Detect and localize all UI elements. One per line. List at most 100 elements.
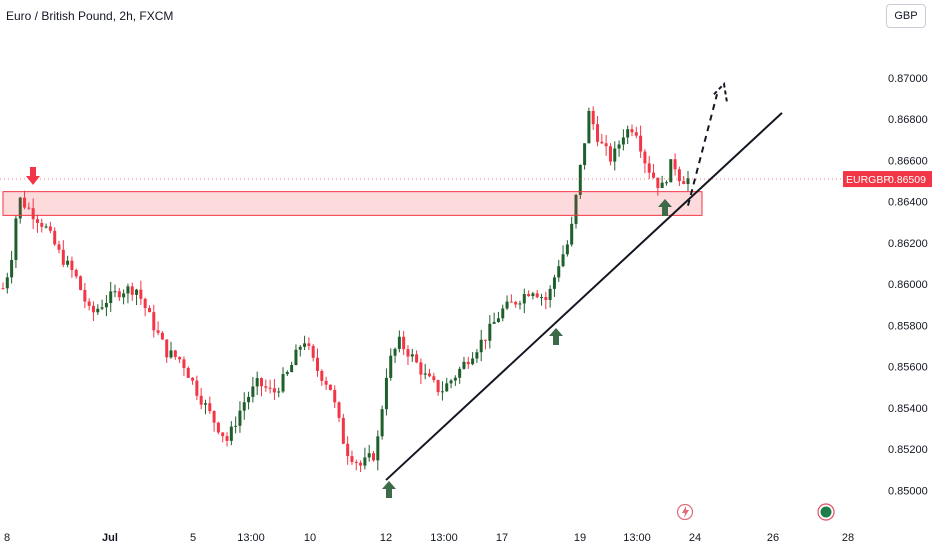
candle-body: [74, 269, 78, 277]
candle-body: [376, 436, 380, 461]
candle-body: [415, 354, 419, 363]
candle-body: [1, 288, 5, 290]
candle-body: [363, 457, 367, 466]
x-tick-label: 26: [767, 532, 779, 544]
candle-body: [320, 370, 324, 381]
candle-body: [61, 249, 65, 265]
candle-body: [122, 293, 126, 298]
y-tick-label: 0.86800: [888, 114, 928, 126]
x-tick-label: 19: [574, 532, 586, 544]
candle-body: [152, 312, 156, 331]
projection-arrowhead: [713, 81, 728, 103]
candle-body: [87, 301, 91, 306]
candle-body: [307, 343, 311, 346]
candle-body: [290, 365, 294, 373]
candle-body: [587, 110, 591, 144]
candle-body: [656, 177, 660, 188]
candle-body: [440, 391, 444, 393]
candle-body: [259, 378, 263, 387]
candle-body: [354, 461, 358, 463]
candle-body: [104, 302, 108, 308]
candle-body: [423, 373, 427, 375]
candle-body: [333, 389, 337, 403]
candle-body: [509, 301, 513, 303]
candle-body: [652, 172, 656, 178]
up-arrow-marker: [382, 481, 396, 498]
candle-body: [27, 207, 31, 209]
candle-body: [169, 350, 173, 358]
resistance-zone: [2, 191, 703, 216]
candle-body: [186, 367, 190, 378]
candle-body: [337, 402, 341, 418]
candle-body: [535, 293, 539, 298]
candle-body: [626, 129, 630, 138]
candle-body: [570, 223, 574, 245]
candle-body: [445, 383, 449, 392]
candle-body: [53, 230, 57, 245]
candle-body: [475, 352, 479, 359]
candle-body: [294, 349, 298, 366]
candle-body: [31, 208, 35, 220]
x-tick-label: 10: [304, 532, 316, 544]
candle-body: [428, 373, 432, 377]
candle-body: [182, 359, 186, 368]
candle-body: [242, 402, 246, 411]
candles: [1, 106, 690, 473]
event-dot-icon[interactable]: [817, 503, 835, 521]
candle-body: [673, 159, 677, 170]
candle-body: [216, 422, 220, 433]
candle-body: [466, 361, 470, 365]
candle-body: [565, 244, 569, 255]
candle-body: [397, 336, 401, 349]
candle-body: [298, 346, 302, 350]
candle-body: [372, 453, 376, 461]
candle-body: [384, 377, 388, 410]
candle-body: [264, 386, 268, 388]
candle-body: [596, 124, 600, 142]
candle-body: [251, 386, 255, 397]
candle-body: [91, 305, 95, 313]
candle-body: [393, 348, 397, 356]
candle-body: [402, 336, 406, 350]
candle-body: [574, 194, 578, 224]
projection-line: [687, 94, 718, 206]
candle-body: [109, 291, 113, 303]
candle-body: [617, 144, 621, 149]
candle-body: [608, 146, 612, 162]
candle-body: [643, 151, 647, 164]
candle-body: [583, 143, 587, 165]
x-tick-label: 8: [4, 532, 10, 544]
candle-body: [303, 343, 307, 347]
x-tick-label: 13:00: [430, 532, 458, 544]
lightning-icon[interactable]: [676, 503, 694, 521]
candle-body: [195, 380, 199, 396]
candle-body: [634, 132, 638, 136]
candle-body: [531, 293, 535, 297]
price-tag: [843, 171, 932, 188]
currency-button[interactable]: GBP: [886, 4, 926, 28]
candle-body: [315, 357, 319, 371]
candle-body: [380, 409, 384, 437]
candle-body: [613, 148, 617, 162]
chart-title: Euro / British Pound, 2h, FXCM: [6, 9, 174, 23]
y-tick-label: 0.85000: [888, 485, 928, 497]
candle-body: [505, 301, 509, 309]
candle-body: [591, 110, 595, 125]
candle-body: [139, 289, 143, 299]
candle-body: [79, 276, 83, 290]
candle-body: [647, 163, 651, 173]
candle-body: [341, 417, 345, 444]
candle-body: [191, 377, 195, 381]
candle-body: [458, 368, 462, 378]
candle-body: [57, 244, 61, 250]
candle-body: [552, 277, 556, 289]
candle-body: [686, 178, 690, 184]
candle-body: [272, 388, 276, 393]
candle-body: [527, 294, 531, 297]
y-tick-label: 0.86400: [888, 197, 928, 209]
candle-body: [229, 426, 233, 441]
candle-body: [160, 332, 164, 340]
x-tick-label: 13:00: [623, 532, 651, 544]
y-tick-label: 0.85800: [888, 320, 928, 332]
